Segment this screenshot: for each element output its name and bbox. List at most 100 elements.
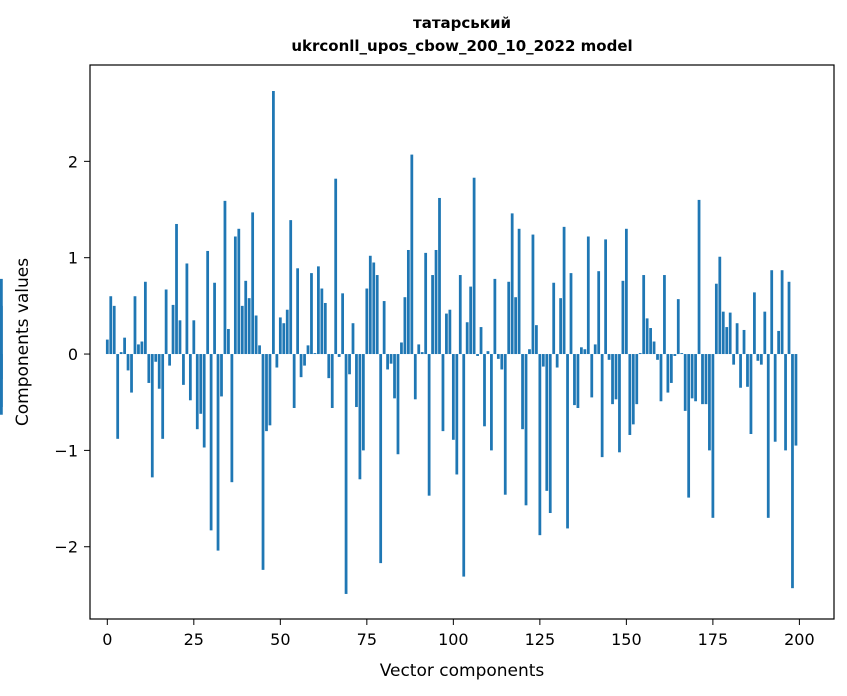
bar-97 xyxy=(441,354,445,432)
bar-115 xyxy=(503,354,507,495)
bar-45 xyxy=(261,354,265,570)
bar-159 xyxy=(656,354,659,360)
bar-18 xyxy=(168,354,171,366)
bar-187 xyxy=(753,292,756,355)
bar-195 xyxy=(780,270,784,355)
chart-title-line-2: ukrconll_upos_cbow_200_10_2022 model xyxy=(291,37,632,55)
bar-122 xyxy=(528,349,531,355)
bar-134 xyxy=(569,273,573,355)
bar-157 xyxy=(649,328,652,355)
bar-133 xyxy=(566,354,569,529)
bar-181 xyxy=(732,354,736,365)
bar-183 xyxy=(739,354,742,388)
bar-154 xyxy=(638,353,642,355)
bar-145 xyxy=(607,354,611,360)
bar-147 xyxy=(614,354,618,400)
bar-191 xyxy=(766,354,770,518)
bar-19 xyxy=(171,304,175,355)
x-tick-label: 175 xyxy=(698,630,729,649)
bar-34 xyxy=(223,200,227,355)
bar-4 xyxy=(119,352,123,355)
bar-194 xyxy=(777,330,781,355)
bar-128 xyxy=(548,354,552,514)
bar-182 xyxy=(735,323,739,355)
bar-25 xyxy=(192,320,196,355)
bar-60 xyxy=(313,353,317,355)
bar-146 xyxy=(611,354,614,405)
bar-87 xyxy=(406,249,410,355)
x-tick-label: 25 xyxy=(184,630,204,649)
bar-132 xyxy=(562,226,566,355)
bar-68 xyxy=(341,293,344,355)
bar-30 xyxy=(209,354,213,531)
bar-51 xyxy=(282,323,286,355)
bar-33 xyxy=(220,354,223,397)
bar-48 xyxy=(272,91,275,355)
bar-39 xyxy=(240,305,244,355)
bar-28 xyxy=(202,354,206,448)
bar-13 xyxy=(150,354,154,478)
bar-89 xyxy=(413,354,417,400)
bar-164 xyxy=(673,354,677,356)
bar-161 xyxy=(663,275,666,355)
x-tick-label: 75 xyxy=(357,630,377,649)
bar-152 xyxy=(631,354,635,425)
x-tick-label: 200 xyxy=(784,630,815,649)
bar-110 xyxy=(486,351,490,355)
x-tick-label: 100 xyxy=(438,630,469,649)
bar-62 xyxy=(320,288,324,355)
bar-111 xyxy=(490,354,493,451)
bar-203 xyxy=(0,354,3,408)
bar-123 xyxy=(531,234,535,355)
bar-26 xyxy=(195,354,199,430)
bar-103 xyxy=(462,354,466,577)
y-tick-label: −2 xyxy=(54,538,78,557)
bar-142 xyxy=(597,271,601,355)
bar-114 xyxy=(500,354,504,370)
bar-127 xyxy=(545,354,549,491)
bar-65 xyxy=(330,354,334,408)
bar-119 xyxy=(517,228,521,355)
bar-35 xyxy=(227,328,230,355)
bar-3 xyxy=(116,354,120,439)
bar-188 xyxy=(756,354,760,361)
chart-title-line-1: татарський xyxy=(413,14,511,32)
bar-141 xyxy=(593,344,597,355)
bar-52 xyxy=(285,309,289,355)
bar-149 xyxy=(621,280,625,355)
bar-82 xyxy=(389,354,393,364)
bar-186 xyxy=(749,354,753,435)
bar-126 xyxy=(541,354,545,367)
bar-57 xyxy=(303,354,306,366)
bar-178 xyxy=(721,311,725,355)
bar-0 xyxy=(105,339,109,355)
bar-101 xyxy=(455,354,459,475)
bar-179 xyxy=(725,327,729,355)
bar-168 xyxy=(687,354,691,498)
bar-17 xyxy=(164,289,168,355)
bar-121 xyxy=(524,354,528,506)
bar-100 xyxy=(451,354,455,440)
bar-56 xyxy=(299,354,303,378)
bar-158 xyxy=(652,341,656,355)
bar-144 xyxy=(604,239,607,355)
bar-54 xyxy=(292,354,296,408)
bar-91 xyxy=(420,352,424,355)
bar-29 xyxy=(206,250,210,355)
x-axis-label: Vector components xyxy=(380,661,545,681)
bar-7 xyxy=(130,354,133,393)
bar-190 xyxy=(763,311,767,355)
bar-120 xyxy=(521,354,524,430)
bar-196 xyxy=(784,354,787,451)
bar-136 xyxy=(576,354,580,408)
y-tick-label: 1 xyxy=(68,249,78,268)
bar-44 xyxy=(258,345,261,355)
bar-96 xyxy=(438,197,441,355)
bar-171 xyxy=(697,199,701,355)
bar-81 xyxy=(386,354,389,370)
bar-173 xyxy=(704,354,708,405)
bar-116 xyxy=(507,281,511,355)
plot-frame xyxy=(89,64,835,620)
bar-2 xyxy=(112,305,116,355)
bar-11 xyxy=(143,281,147,355)
